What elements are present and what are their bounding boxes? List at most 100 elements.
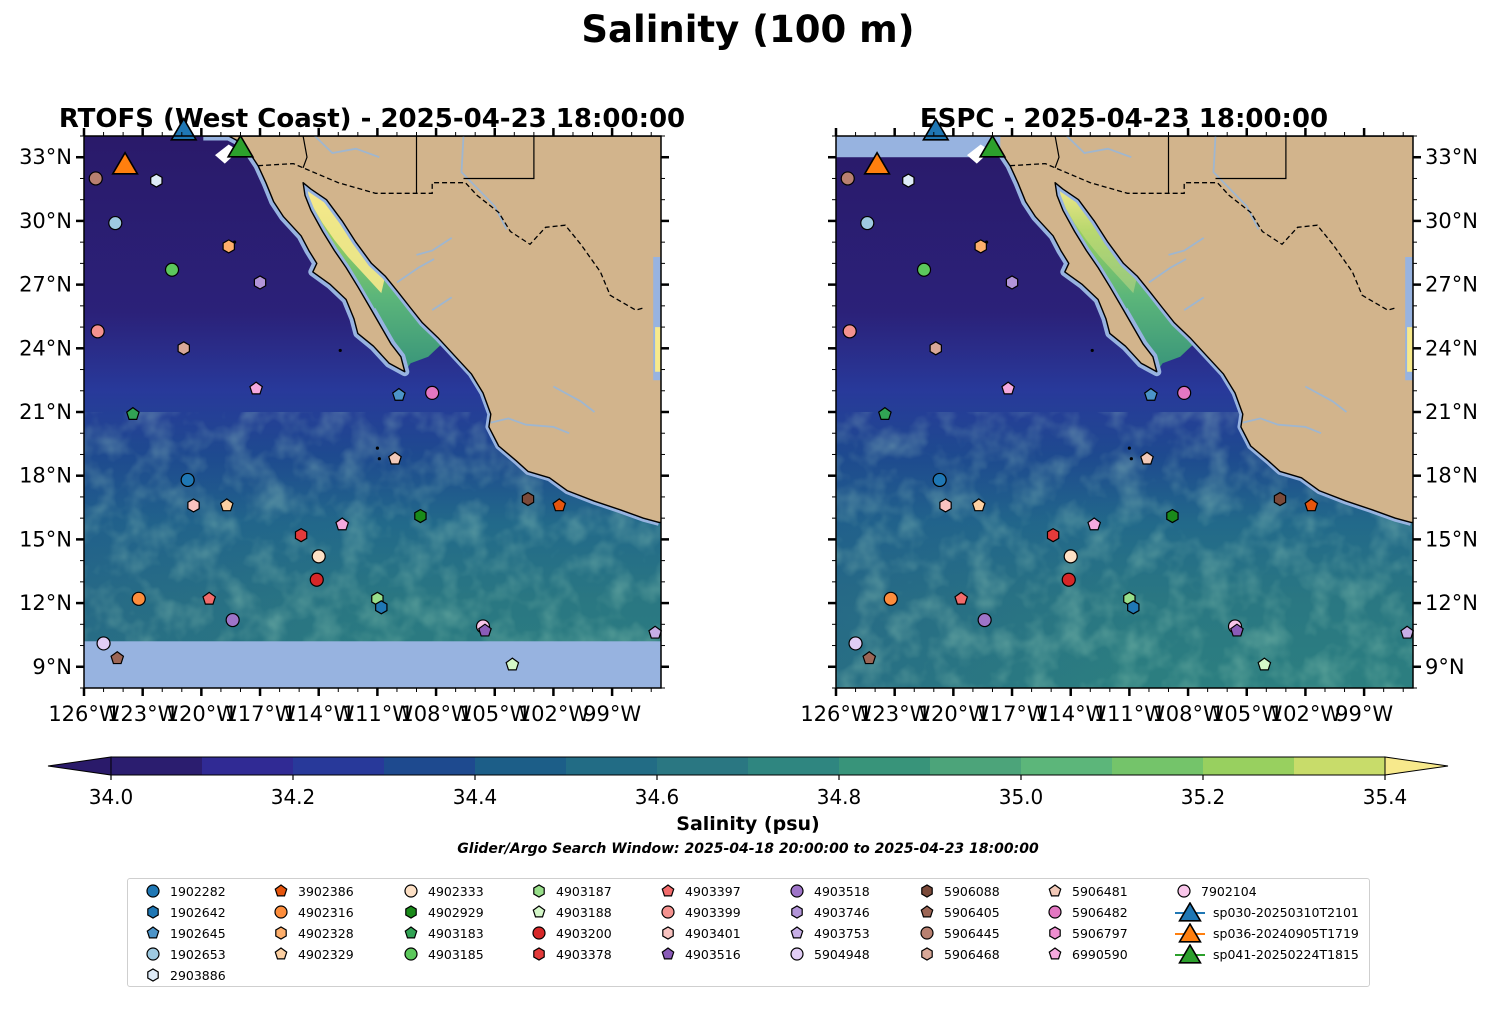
legend-marker[interactable] (1048, 947, 1062, 960)
float-marker-6990590[interactable] (249, 381, 264, 395)
float-marker-4902333[interactable] (311, 549, 326, 564)
float-marker-4902316[interactable] (131, 591, 146, 606)
map-rtofs[interactable] (84, 136, 663, 688)
legend-item[interactable]: 5906468 (916, 944, 1000, 964)
float-marker-4902333[interactable] (1063, 549, 1078, 564)
float-marker-5906481[interactable] (388, 451, 402, 465)
legend-marker[interactable] (1049, 926, 1061, 940)
float-marker-4903183[interactable] (126, 406, 140, 420)
legend-item[interactable]: 4903187 (528, 881, 612, 901)
float-marker-4902929[interactable] (414, 508, 427, 524)
float-marker-4903397[interactable] (954, 591, 969, 605)
float-marker-5906482[interactable] (425, 385, 440, 400)
float-marker-4902329[interactable] (971, 498, 986, 512)
float-marker-5904948[interactable] (848, 636, 863, 651)
legend-marker[interactable] (1178, 923, 1202, 943)
float-marker-1902282[interactable] (932, 472, 947, 488)
legend-item[interactable]: 1902653 (142, 944, 226, 964)
float-marker-2903886[interactable] (902, 173, 915, 188)
float-marker-4902328[interactable] (222, 239, 235, 254)
float-marker-4903399[interactable] (842, 324, 857, 339)
legend-item[interactable]: 4903397 (657, 881, 741, 901)
legend-marker[interactable] (532, 926, 546, 940)
float-marker-4903185[interactable] (916, 262, 932, 277)
legend-marker[interactable] (1177, 884, 1191, 898)
legend-marker[interactable] (147, 905, 159, 919)
legend-item[interactable]: 5906797 (1044, 923, 1128, 943)
legend-marker[interactable] (147, 968, 159, 982)
legend-marker[interactable] (662, 926, 674, 940)
legend-item[interactable]: sp036-20240905T1719 (1173, 923, 1359, 943)
legend-marker[interactable] (791, 905, 803, 919)
legend-marker[interactable] (404, 947, 418, 961)
float-marker-5906468[interactable] (929, 341, 942, 356)
float-marker-6990590[interactable] (1001, 381, 1016, 395)
legend-item[interactable]: 7902104 (1173, 881, 1257, 901)
legend-item[interactable]: 4903401 (657, 923, 741, 943)
legend-marker[interactable] (274, 884, 288, 897)
legend-item[interactable]: 4902329 (270, 944, 354, 964)
legend-marker[interactable] (921, 947, 933, 961)
legend-marker[interactable] (404, 884, 418, 898)
glider-marker-sp036-20240905T1719[interactable] (863, 151, 891, 175)
legend-item[interactable]: 1902282 (142, 881, 226, 901)
float-marker-4902328[interactable] (974, 239, 987, 254)
float-marker-3902386[interactable] (552, 498, 567, 512)
float-marker-1902282[interactable] (180, 472, 195, 488)
legend-item[interactable]: sp041-20250224T1815 (1173, 944, 1359, 964)
map-espc[interactable] (836, 136, 1415, 688)
legend-marker[interactable] (275, 926, 287, 940)
float-marker-4903185[interactable] (164, 262, 180, 277)
legend-marker[interactable] (1178, 902, 1202, 922)
legend-item[interactable]: 4903378 (528, 944, 612, 964)
glider-marker-sp041-20250224T1815[interactable] (978, 134, 1007, 158)
float-marker-1902642[interactable] (375, 600, 388, 615)
legend-item[interactable]: 5906445 (916, 923, 1000, 943)
legend-marker[interactable] (661, 905, 675, 919)
legend-marker[interactable] (146, 947, 160, 961)
legend-item[interactable]: 5906481 (1044, 881, 1128, 901)
legend-item[interactable]: 1902642 (142, 902, 226, 922)
legend-item[interactable]: 4903399 (657, 902, 741, 922)
legend-item[interactable]: sp030-20250310T2101 (1173, 902, 1359, 922)
legend-marker[interactable] (790, 947, 804, 961)
legend-item[interactable]: 4902333 (400, 881, 484, 901)
legend-item[interactable]: 4903188 (528, 902, 612, 922)
legend-marker[interactable] (790, 884, 804, 898)
float-marker-5906088[interactable] (1273, 491, 1287, 507)
glider-marker-sp036-20240905T1719[interactable] (111, 151, 139, 175)
float-marker-5906468[interactable] (177, 341, 190, 356)
float-marker-4903378[interactable] (1046, 527, 1060, 543)
legend-item[interactable]: 2903886 (142, 965, 226, 985)
float-marker-5906405[interactable] (110, 651, 125, 665)
legend-marker[interactable] (274, 905, 288, 919)
float-marker-4902329[interactable] (219, 498, 234, 512)
legend-marker[interactable] (1178, 944, 1202, 964)
float-marker-4903516[interactable] (1230, 623, 1244, 637)
legend-item[interactable]: 4903185 (400, 944, 484, 964)
float-marker-4903399[interactable] (90, 324, 105, 339)
legend-item[interactable]: 5906482 (1044, 902, 1128, 922)
legend-marker[interactable] (661, 884, 675, 897)
float-marker-5906405[interactable] (862, 651, 877, 665)
legend-marker[interactable] (405, 905, 417, 919)
float-marker-1902653[interactable] (108, 215, 123, 231)
legend-item[interactable]: 4903518 (786, 881, 870, 901)
legend-item[interactable]: 4903183 (400, 923, 484, 943)
float-marker-5906445[interactable] (840, 171, 855, 186)
float-marker-4903401[interactable] (187, 498, 200, 513)
float-marker-5906088[interactable] (521, 491, 535, 507)
float-marker-6990590[interactable] (1087, 517, 1102, 531)
float-marker-4902929[interactable] (1166, 508, 1179, 524)
glider-marker-sp030-20250310T2101[interactable] (922, 117, 950, 141)
float-marker-4903518[interactable] (977, 612, 992, 628)
legend-item[interactable]: 3902386 (270, 881, 354, 901)
float-marker-4903516[interactable] (478, 623, 492, 637)
float-marker-4902316[interactable] (883, 591, 898, 606)
float-marker-4903188[interactable] (505, 657, 520, 671)
legend-marker[interactable] (146, 926, 160, 939)
legend-item[interactable]: 5906088 (916, 881, 1000, 901)
legend-item[interactable]: 4902328 (270, 923, 354, 943)
legend-item[interactable]: 1902645 (142, 923, 226, 943)
legend-marker[interactable] (661, 947, 675, 960)
